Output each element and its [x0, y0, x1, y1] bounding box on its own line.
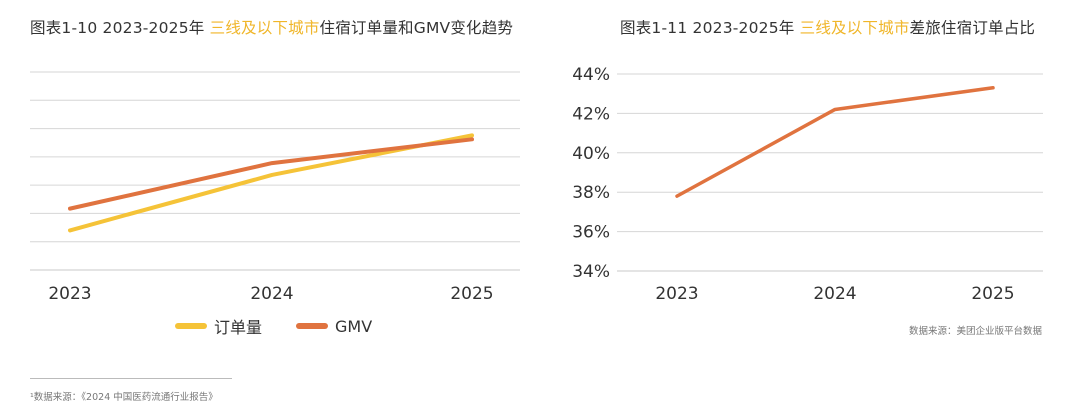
legend-item-order: 订单量 [175, 314, 262, 338]
chart2-title: 图表1-11 2023-2025年 三线及以下城市差旅住宿订单占比 [620, 19, 1036, 37]
legend-item-gmv: GMV [296, 317, 372, 336]
chart2-y-tick-label: 42% [572, 104, 610, 124]
chart2-y-tick-label: 44% [572, 65, 610, 85]
chart2-y-tick-label: 38% [572, 183, 610, 203]
chart2-y-tick-label: 34% [572, 262, 610, 282]
chart2-x-tick-label: 2023 [655, 284, 698, 304]
chart1-series-line-gmv [68, 137, 474, 211]
chart1-legend: 订单量 GMV [175, 314, 406, 338]
chart2-x-tick-label: 2024 [813, 284, 856, 304]
legend-swatch-gmv [296, 323, 329, 329]
chart1-x-tick-label: 2023 [48, 284, 91, 304]
chart2-x-tick-label: 2025 [971, 284, 1014, 304]
legend-swatch-order [175, 323, 207, 329]
chart2-y-tick-label: 36% [572, 223, 610, 243]
chart1-x-tick-label: 2025 [450, 284, 493, 304]
legend-label-gmv: GMV [335, 316, 373, 336]
chart1-title: 图表1-10 2023-2025年 三线及以下城市住宿订单量和GMV变化趋势 [30, 19, 514, 37]
footnote-divider [30, 378, 232, 379]
chart1-x-tick-label: 2024 [250, 284, 293, 304]
chart2-source: 数据来源：美团企业版平台数据 [908, 326, 1042, 337]
chart2-series-line [675, 86, 995, 198]
footnote-source: ¹数据来源：《2024 中国医药流通行业报告》 [30, 392, 218, 403]
chart2-y-tick-label: 40% [572, 144, 610, 164]
legend-label-order: 订单量 [214, 318, 263, 337]
